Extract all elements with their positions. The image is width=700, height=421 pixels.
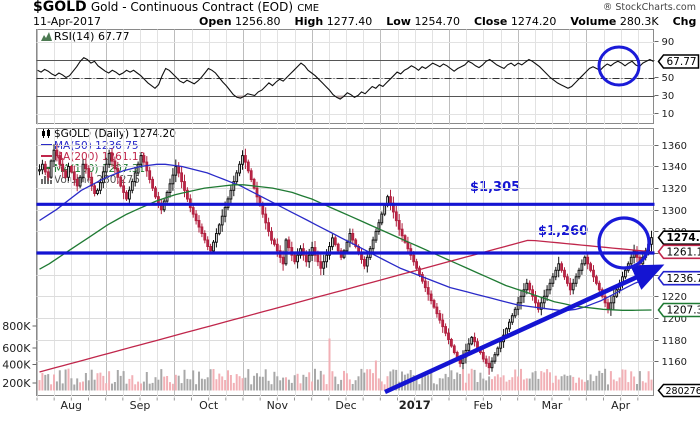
rsi-tick-30: 30 xyxy=(662,91,675,102)
quote-date: 11-Apr-2017 xyxy=(33,15,102,28)
volume-legend-row: Volume 280,276 xyxy=(41,174,176,187)
close-label: Close xyxy=(473,15,508,28)
open-label: Open xyxy=(199,15,232,28)
rsi-legend: RSI(14) 67.77 xyxy=(41,30,129,43)
xaxis-label-Aug: Aug xyxy=(61,399,82,412)
price-tick-1240: 1240 xyxy=(662,271,687,282)
xaxis-label-Sep: Sep xyxy=(130,399,151,412)
price-tick-1260: 1260 xyxy=(662,249,687,260)
svg-text:280276: 280276 xyxy=(666,386,700,397)
ma200-value-flag: 1261.13 xyxy=(657,244,700,260)
change-label: Chg xyxy=(672,15,697,28)
xaxis-label-Apr: Apr xyxy=(611,399,631,412)
xaxis-label-Mar: Mar xyxy=(542,399,563,412)
xaxis-label-Dec: Dec xyxy=(335,399,356,412)
volume-bars-icon xyxy=(41,175,52,184)
ticker-symbol: $GOLD xyxy=(33,0,87,15)
price-tick-1180: 1180 xyxy=(662,336,687,347)
volume-value: 280.3K xyxy=(619,15,659,28)
rsi-value-flag: 67.77 xyxy=(657,54,700,69)
volume-tick-600K: 600K xyxy=(2,342,31,355)
ma50-legend: MA(50) 1236.75 xyxy=(54,139,139,152)
ma100-value-flag: 1207.31 xyxy=(657,302,700,318)
price-tick-1160: 1160 xyxy=(662,357,687,368)
low-value: 1254.70 xyxy=(414,15,460,28)
close-price-flag: 1274.20 xyxy=(657,230,700,245)
rsi-indicator-icon xyxy=(41,31,52,41)
volume-value-flag: 280276 xyxy=(657,383,700,398)
volume-tick-800K: 800K xyxy=(2,320,31,333)
stockcharts-copyright: ® StockCharts.com xyxy=(602,2,696,13)
volume-legend: Volume 280,276 xyxy=(54,174,140,186)
svg-text:1274.20: 1274.20 xyxy=(667,232,700,244)
xaxis-label-Oct: Oct xyxy=(199,399,219,412)
high-label: High xyxy=(294,15,324,28)
rsi-panel xyxy=(36,29,654,124)
svg-text:1261.13: 1261.13 xyxy=(667,246,700,258)
xaxis-label-Feb: Feb xyxy=(474,399,493,412)
price-legend-main-row: $GOLD (Daily) 1274.20 xyxy=(41,128,176,141)
price-tick-1280: 1280 xyxy=(662,227,687,238)
rsi-tick-50: 50 xyxy=(662,73,675,84)
price-tick-1220: 1220 xyxy=(662,292,687,303)
volume-tick-400K: 400K xyxy=(2,359,31,372)
close-value: 1274.20 xyxy=(510,15,557,28)
ma200-legend-row: MA(200) 1261.13 xyxy=(41,151,176,164)
ma50-line-swatch xyxy=(41,143,52,146)
quote-bar: 11-Apr-2017 Open 1256.80 High 1277.40 Lo… xyxy=(33,15,700,28)
ma200-legend: MA(200) 1261.13 xyxy=(54,151,146,163)
ma100-line-swatch xyxy=(41,166,52,169)
exchange-label: CME xyxy=(297,3,320,14)
xaxis-label-Nov: Nov xyxy=(267,399,289,412)
price-legend: $GOLD (Daily) 1274.20 MA(50) 1236.75 MA(… xyxy=(41,128,176,187)
svg-text:67.77: 67.77 xyxy=(667,56,697,68)
price-legend-main: $GOLD (Daily) 1274.20 xyxy=(54,128,176,140)
price-tick-1320: 1320 xyxy=(662,184,687,195)
low-label: Low xyxy=(386,15,411,28)
price-tick-1300: 1300 xyxy=(662,206,687,217)
annotation-1305: $1,305 xyxy=(470,180,521,195)
open-value: 1256.80 xyxy=(235,15,281,28)
price-tick-1200: 1200 xyxy=(662,314,687,325)
xaxis-label-2017: 2017 xyxy=(399,398,431,412)
volume-tick-200K: 200K xyxy=(2,377,31,390)
price-tick-1340: 1340 xyxy=(662,162,687,173)
svg-text:1236.75: 1236.75 xyxy=(667,273,700,285)
price-tick-1360: 1360 xyxy=(662,141,687,152)
ma100-legend: MA(100) 1207.31 xyxy=(54,162,146,175)
svg-text:1207.31: 1207.31 xyxy=(667,305,700,317)
ticker-description: Gold - Continuous Contract (EOD) xyxy=(90,0,294,14)
chart-title: $GOLD Gold - Continuous Contract (EOD) C… xyxy=(33,0,319,15)
high-value: 1277.40 xyxy=(326,15,373,28)
ma200-line-swatch xyxy=(41,155,52,157)
volume-label: Volume xyxy=(570,15,617,28)
rsi-tick-90: 90 xyxy=(662,37,675,48)
rsi-legend-text: RSI(14) 67.77 xyxy=(54,30,130,43)
candlestick-icon xyxy=(41,129,52,138)
annotation-1260: $1,260 xyxy=(538,224,589,239)
rsi-tick-10: 10 xyxy=(662,109,675,120)
ma50-value-flag: 1236.75 xyxy=(657,270,700,286)
